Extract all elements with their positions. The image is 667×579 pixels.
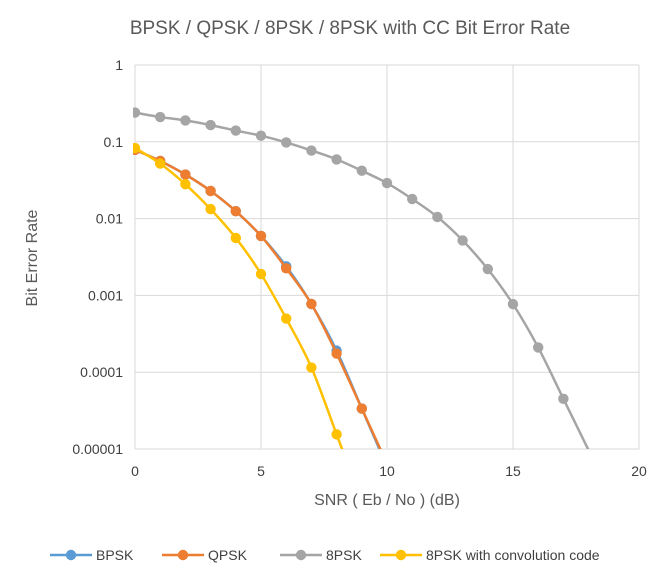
data-point bbox=[356, 165, 367, 176]
data-point bbox=[155, 158, 166, 169]
data-point bbox=[306, 298, 317, 310]
legend-label: 8PSK with convolution code bbox=[426, 547, 600, 563]
data-point bbox=[306, 362, 317, 373]
data-point bbox=[205, 185, 216, 197]
legend-marker bbox=[177, 549, 189, 561]
x-tick-label: 0 bbox=[131, 463, 139, 479]
data-point bbox=[230, 232, 241, 244]
data-point bbox=[255, 130, 267, 141]
x-tick-label: 20 bbox=[631, 463, 647, 479]
legend: BPSK QPSK 8PSK 8PSK with convolution code bbox=[50, 547, 600, 563]
data-point bbox=[255, 230, 267, 242]
data-point bbox=[205, 119, 216, 131]
data-point bbox=[331, 429, 342, 440]
y-tick-label: 0.00001 bbox=[72, 441, 123, 457]
legend-marker bbox=[65, 549, 77, 561]
x-tick-label: 15 bbox=[505, 463, 521, 479]
x-tick-label: 10 bbox=[379, 463, 395, 479]
series-line bbox=[134, 148, 381, 449]
data-point bbox=[381, 177, 393, 189]
legend-label: 8PSK bbox=[326, 547, 362, 563]
x-axis-title: SNR ( Eb / No ) (dB) bbox=[314, 492, 460, 509]
legend-item: 8PSK with convolution code bbox=[380, 547, 600, 563]
data-point bbox=[155, 111, 166, 123]
data-point bbox=[331, 348, 342, 359]
data-point bbox=[457, 235, 468, 246]
data-point bbox=[306, 145, 317, 156]
data-point bbox=[281, 137, 292, 148]
data-point bbox=[180, 115, 191, 126]
series-qpsk bbox=[133, 144, 382, 449]
legend-item: QPSK bbox=[162, 547, 248, 563]
x-tick-label: 5 bbox=[257, 463, 265, 479]
series-layer bbox=[133, 107, 590, 449]
series-8psk-with-convolution-code bbox=[133, 142, 344, 449]
data-point bbox=[407, 193, 418, 205]
legend-label: BPSK bbox=[96, 547, 134, 563]
y-tick-label: 0.0001 bbox=[80, 364, 123, 380]
y-axis-title: Bit Error Rate bbox=[24, 209, 41, 306]
data-point bbox=[133, 107, 141, 118]
y-tick-label: 0.001 bbox=[88, 287, 123, 303]
legend-item: 8PSK bbox=[280, 547, 362, 563]
legend-marker bbox=[295, 549, 307, 561]
series-line bbox=[134, 148, 382, 449]
data-point bbox=[331, 154, 342, 165]
data-point bbox=[432, 211, 443, 223]
y-tick-label: 1 bbox=[115, 57, 123, 73]
y-tick-label: 0.01 bbox=[96, 211, 123, 227]
data-point bbox=[230, 205, 241, 217]
chart-title: BPSK / QPSK / 8PSK / 8PSK with CC Bit Er… bbox=[130, 18, 570, 39]
data-point bbox=[205, 203, 216, 215]
legend-item: BPSK bbox=[50, 547, 134, 563]
data-point bbox=[482, 263, 493, 275]
data-point bbox=[230, 125, 241, 136]
data-point bbox=[281, 313, 292, 324]
data-point bbox=[133, 142, 141, 154]
data-point bbox=[558, 393, 569, 405]
data-point bbox=[533, 342, 544, 353]
legend-label: QPSK bbox=[208, 547, 248, 563]
data-point bbox=[356, 403, 367, 414]
series-bpsk bbox=[133, 144, 381, 449]
data-point bbox=[507, 298, 519, 310]
data-point bbox=[255, 268, 267, 280]
legend-marker bbox=[395, 549, 407, 561]
data-point bbox=[180, 179, 191, 190]
tick-labels: 1 0.1 0.01 0.001 0.0001 0.00001 0 5 10 15 20 bbox=[72, 57, 647, 479]
series-8psk bbox=[133, 107, 590, 449]
y-tick-label: 0.1 bbox=[104, 134, 124, 150]
data-point bbox=[281, 263, 292, 274]
series-line bbox=[134, 146, 344, 449]
data-point bbox=[180, 169, 191, 180]
